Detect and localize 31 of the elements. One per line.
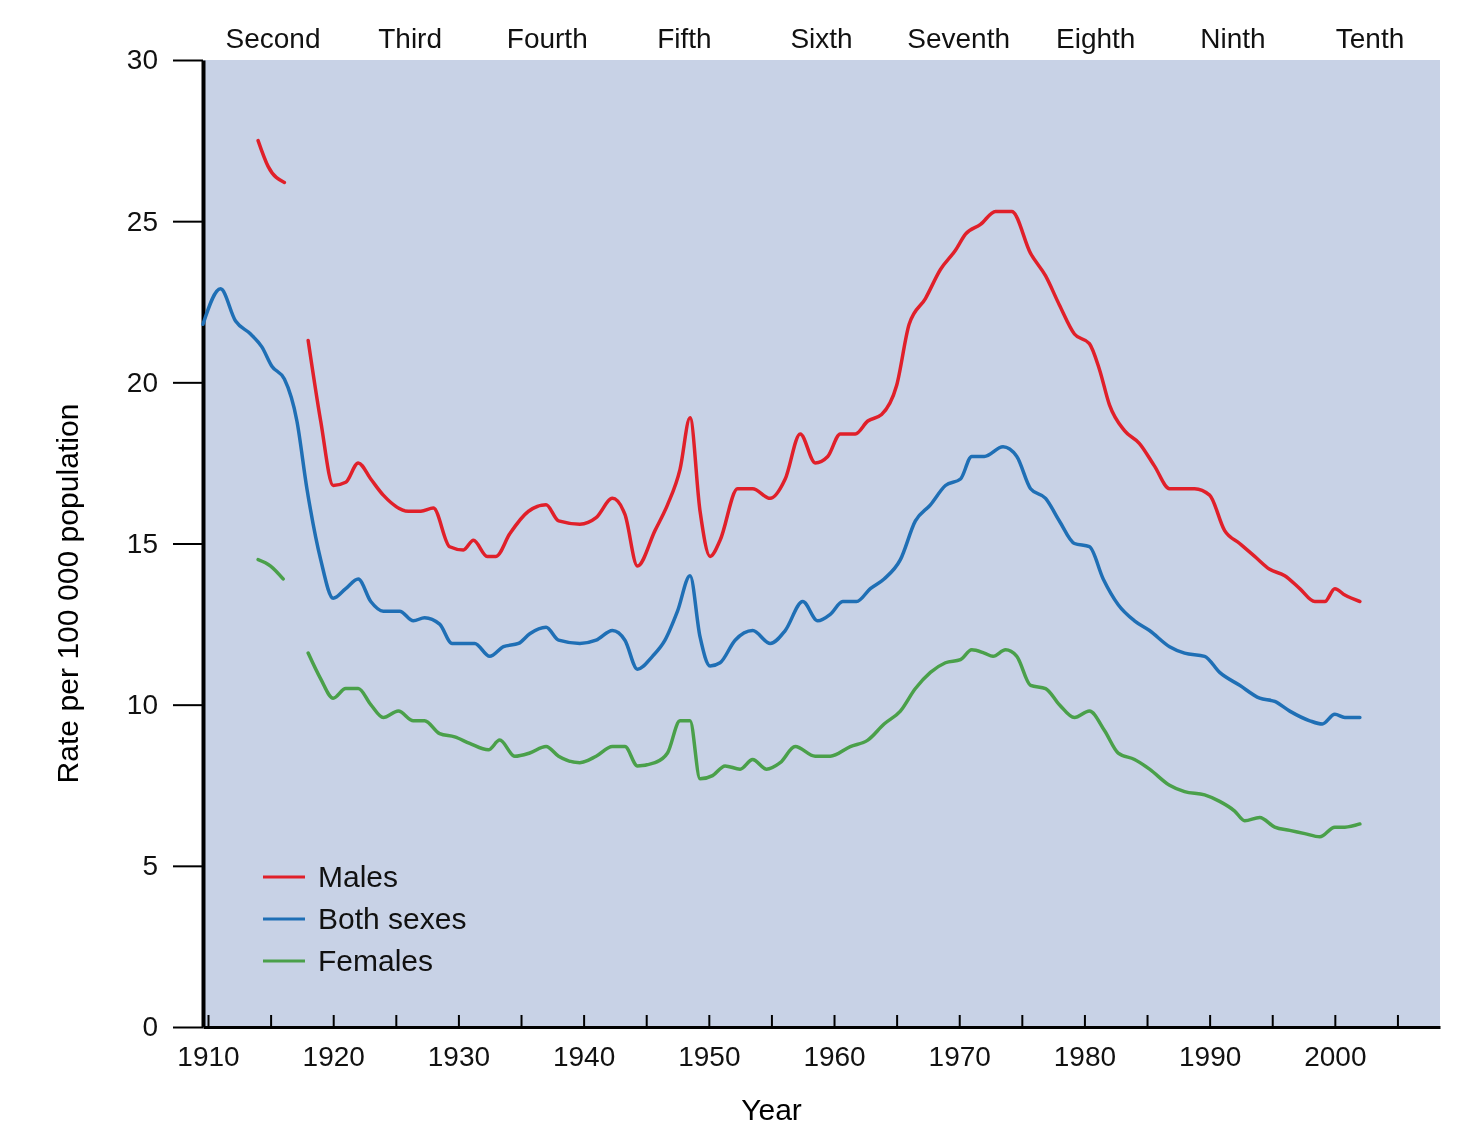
- x-tick-label: 1960: [803, 1041, 866, 1073]
- y-tick-label: 20: [126, 366, 158, 398]
- text: Sixth: [790, 23, 853, 54]
- x-axis-title: Year: [741, 1093, 802, 1126]
- y-tick-label: 25: [126, 205, 158, 237]
- x-tick-label: 1940: [552, 1041, 616, 1073]
- legend-label: Females: [318, 944, 434, 977]
- y-tick-label: 0: [142, 1011, 158, 1043]
- y-tick-label: 30: [126, 44, 158, 76]
- y-tick-label: 5: [142, 850, 158, 882]
- x-tick-label: 2000: [1304, 1041, 1367, 1073]
- x-tick-label: 1980: [1053, 1041, 1117, 1073]
- text: Fifth: [657, 23, 712, 54]
- y-tick-label: 15: [126, 527, 158, 559]
- x-tick-label: 1910: [177, 1041, 240, 1073]
- text: Fourth: [506, 23, 588, 54]
- legend-label: Both sexes: [318, 902, 467, 935]
- text: Second: [225, 23, 321, 54]
- x-tick-label: 1930: [427, 1041, 491, 1073]
- x-tick-label: 1950: [678, 1041, 741, 1073]
- x-tick-label: 1990: [1178, 1041, 1242, 1073]
- text: Ninth: [1200, 23, 1266, 54]
- y-axis-title: Rate per 100 000 population: [51, 403, 84, 784]
- text: Seventh: [907, 23, 1010, 54]
- y-tick-label: 10: [126, 689, 158, 721]
- text: Third: [378, 23, 443, 54]
- legend-label: Males: [318, 860, 399, 893]
- x-tick-label: 1920: [302, 1041, 365, 1073]
- text: Tenth: [1335, 23, 1405, 54]
- text: Eighth: [1056, 23, 1136, 54]
- x-tick-label: 1970: [928, 1041, 991, 1073]
